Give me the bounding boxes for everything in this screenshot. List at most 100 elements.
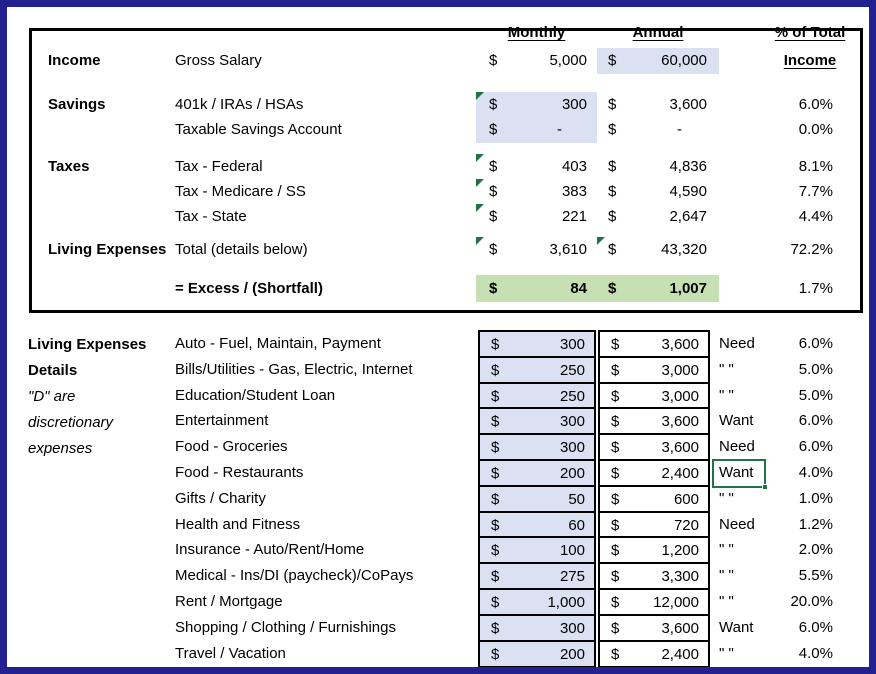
- annual-cell[interactable]: $ 60,000: [597, 48, 719, 74]
- annual-value: 720: [673, 516, 699, 534]
- pct-value: 1.0%: [798, 490, 833, 507]
- annual-cell[interactable]: $ 3,600: [598, 433, 710, 461]
- annual-cell[interactable]: $ 4,590: [597, 179, 719, 205]
- monthly-cell[interactable]: $ 1,000: [478, 588, 596, 616]
- detail-row: Rent / Mortgage $ 1,000 $ 12,000 " " 20.…: [0, 588, 876, 616]
- monthly-cell[interactable]: $ 5,000: [476, 48, 597, 74]
- annual-cell[interactable]: $ 3,600: [598, 330, 710, 358]
- annual-value: 3,600: [661, 619, 699, 637]
- annual-cell[interactable]: $ 43,320: [597, 237, 719, 263]
- currency-symbol: $: [608, 183, 617, 200]
- monthly-cell[interactable]: $ 275: [478, 562, 596, 590]
- monthly-cell[interactable]: $ 250: [478, 356, 596, 384]
- need-want-cell[interactable]: " ": [719, 567, 734, 584]
- monthly-cell[interactable]: $ 300: [478, 614, 596, 642]
- category-label: Travel / Vacation: [175, 645, 286, 662]
- need-want-cell[interactable]: " ": [719, 387, 734, 404]
- need-want-cell[interactable]: Need: [719, 335, 755, 352]
- pct-value: [745, 48, 833, 74]
- need-want-cell[interactable]: Want: [719, 619, 754, 636]
- pct-value: 8.1%: [798, 158, 833, 175]
- annual-value: 1,200: [661, 541, 699, 559]
- currency-symbol: $: [489, 241, 498, 258]
- monthly-cell[interactable]: $ 221: [476, 204, 597, 230]
- monthly-cell[interactable]: $ 403: [476, 154, 597, 180]
- currency-symbol: $: [611, 412, 620, 430]
- need-want-cell[interactable]: " ": [719, 490, 734, 507]
- annual-cell[interactable]: $ 4,836: [597, 154, 719, 180]
- need-want-cell[interactable]: " ": [719, 361, 734, 378]
- annual-cell[interactable]: $ 1,200: [598, 536, 710, 564]
- currency-symbol: $: [608, 52, 617, 69]
- monthly-value: 50: [568, 490, 585, 508]
- pct-value: 1.2%: [798, 516, 833, 533]
- monthly-cell[interactable]: $ 383: [476, 179, 597, 205]
- monthly-cell[interactable]: $ 200: [478, 640, 596, 668]
- monthly-cell[interactable]: $ 100: [478, 536, 596, 564]
- annual-cell[interactable]: $ 3,000: [598, 382, 710, 410]
- annual-value: 3,000: [661, 387, 699, 405]
- category-label: Rent / Mortgage: [175, 593, 283, 610]
- need-want-cell[interactable]: Want: [719, 412, 754, 429]
- annual-cell[interactable]: $ 3,600: [597, 92, 719, 118]
- currency-symbol: $: [611, 361, 620, 379]
- monthly-cell[interactable]: $ -: [476, 117, 597, 143]
- annual-cell[interactable]: $ 2,400: [598, 640, 710, 668]
- category-label: Insurance - Auto/Rent/Home: [175, 541, 365, 558]
- detail-row: Medical - Ins/DI (paycheck)/CoPays $ 275…: [0, 562, 876, 590]
- fill-handle[interactable]: [762, 484, 768, 490]
- currency-symbol: $: [491, 619, 500, 637]
- monthly-cell[interactable]: $ 300: [478, 407, 596, 435]
- pct-value: 4.0%: [798, 464, 833, 481]
- pct-value: 4.4%: [798, 208, 833, 225]
- annual-cell[interactable]: $ 3,300: [598, 562, 710, 590]
- currency-symbol: $: [608, 208, 617, 225]
- currency-symbol: $: [608, 96, 617, 113]
- category-label: Education/Student Loan: [175, 387, 336, 404]
- item-label: Gross Salary: [175, 52, 262, 69]
- currency-symbol: $: [491, 567, 500, 585]
- annual-cell[interactable]: $ 600: [598, 485, 710, 513]
- selected-cell-outline: [712, 459, 768, 490]
- detail-row: Travel / Vacation $ 200 $ 2,400 " " 4.0%: [0, 640, 876, 668]
- annual-value: -: [677, 121, 682, 138]
- monthly-value: 300: [559, 412, 585, 430]
- section-label: [48, 179, 188, 205]
- need-want-cell[interactable]: " ": [719, 541, 734, 558]
- currency-symbol: $: [611, 593, 620, 611]
- need-want-cell[interactable]: Need: [719, 438, 755, 455]
- monthly-cell[interactable]: $ 250: [478, 382, 596, 410]
- annual-value: 3,300: [661, 567, 699, 585]
- monthly-cell[interactable]: $ 3,610: [476, 237, 597, 263]
- need-want-cell[interactable]: Want: [719, 464, 754, 481]
- detail-row: Food - Groceries $ 300 $ 3,600 Need 6.0%: [0, 433, 876, 461]
- category-label: Gifts / Charity: [175, 490, 266, 507]
- annual-cell[interactable]: $ 2,647: [597, 204, 719, 230]
- detail-row: Bills/Utilities - Gas, Electric, Interne…: [0, 356, 876, 384]
- annual-cell[interactable]: $ 3,600: [598, 614, 710, 642]
- need-want-cell[interactable]: " ": [719, 645, 734, 662]
- need-want-cell[interactable]: " ": [719, 593, 734, 610]
- details-note-line1: "D" are: [28, 388, 76, 405]
- monthly-cell[interactable]: $ 84: [476, 275, 597, 302]
- monthly-cell[interactable]: $ 300: [476, 92, 597, 118]
- monthly-cell[interactable]: $ 300: [478, 433, 596, 461]
- annual-cell[interactable]: $ 3,000: [598, 356, 710, 384]
- monthly-cell[interactable]: $ 300: [478, 330, 596, 358]
- detail-row: Auto - Fuel, Maintain, Payment $ 300 $ 3…: [0, 330, 876, 358]
- annual-cell[interactable]: $ 12,000: [598, 588, 710, 616]
- currency-symbol: $: [611, 619, 620, 637]
- annual-cell[interactable]: $ 1,007: [597, 275, 719, 302]
- annual-cell[interactable]: $ 720: [598, 511, 710, 539]
- monthly-cell[interactable]: $ 60: [478, 511, 596, 539]
- monthly-value: 3,610: [549, 241, 587, 258]
- annual-cell[interactable]: $ 3,600: [598, 407, 710, 435]
- summary-box: [29, 28, 863, 313]
- need-want-cell[interactable]: Need: [719, 516, 755, 533]
- monthly-cell[interactable]: $ 50: [478, 485, 596, 513]
- monthly-cell[interactable]: $ 200: [478, 459, 596, 487]
- detail-row: Insurance - Auto/Rent/Home $ 100 $ 1,200…: [0, 536, 876, 564]
- pct-value: 6.0%: [798, 438, 833, 455]
- annual-cell[interactable]: $ 2,400: [598, 459, 710, 487]
- annual-cell[interactable]: $ -: [597, 117, 719, 143]
